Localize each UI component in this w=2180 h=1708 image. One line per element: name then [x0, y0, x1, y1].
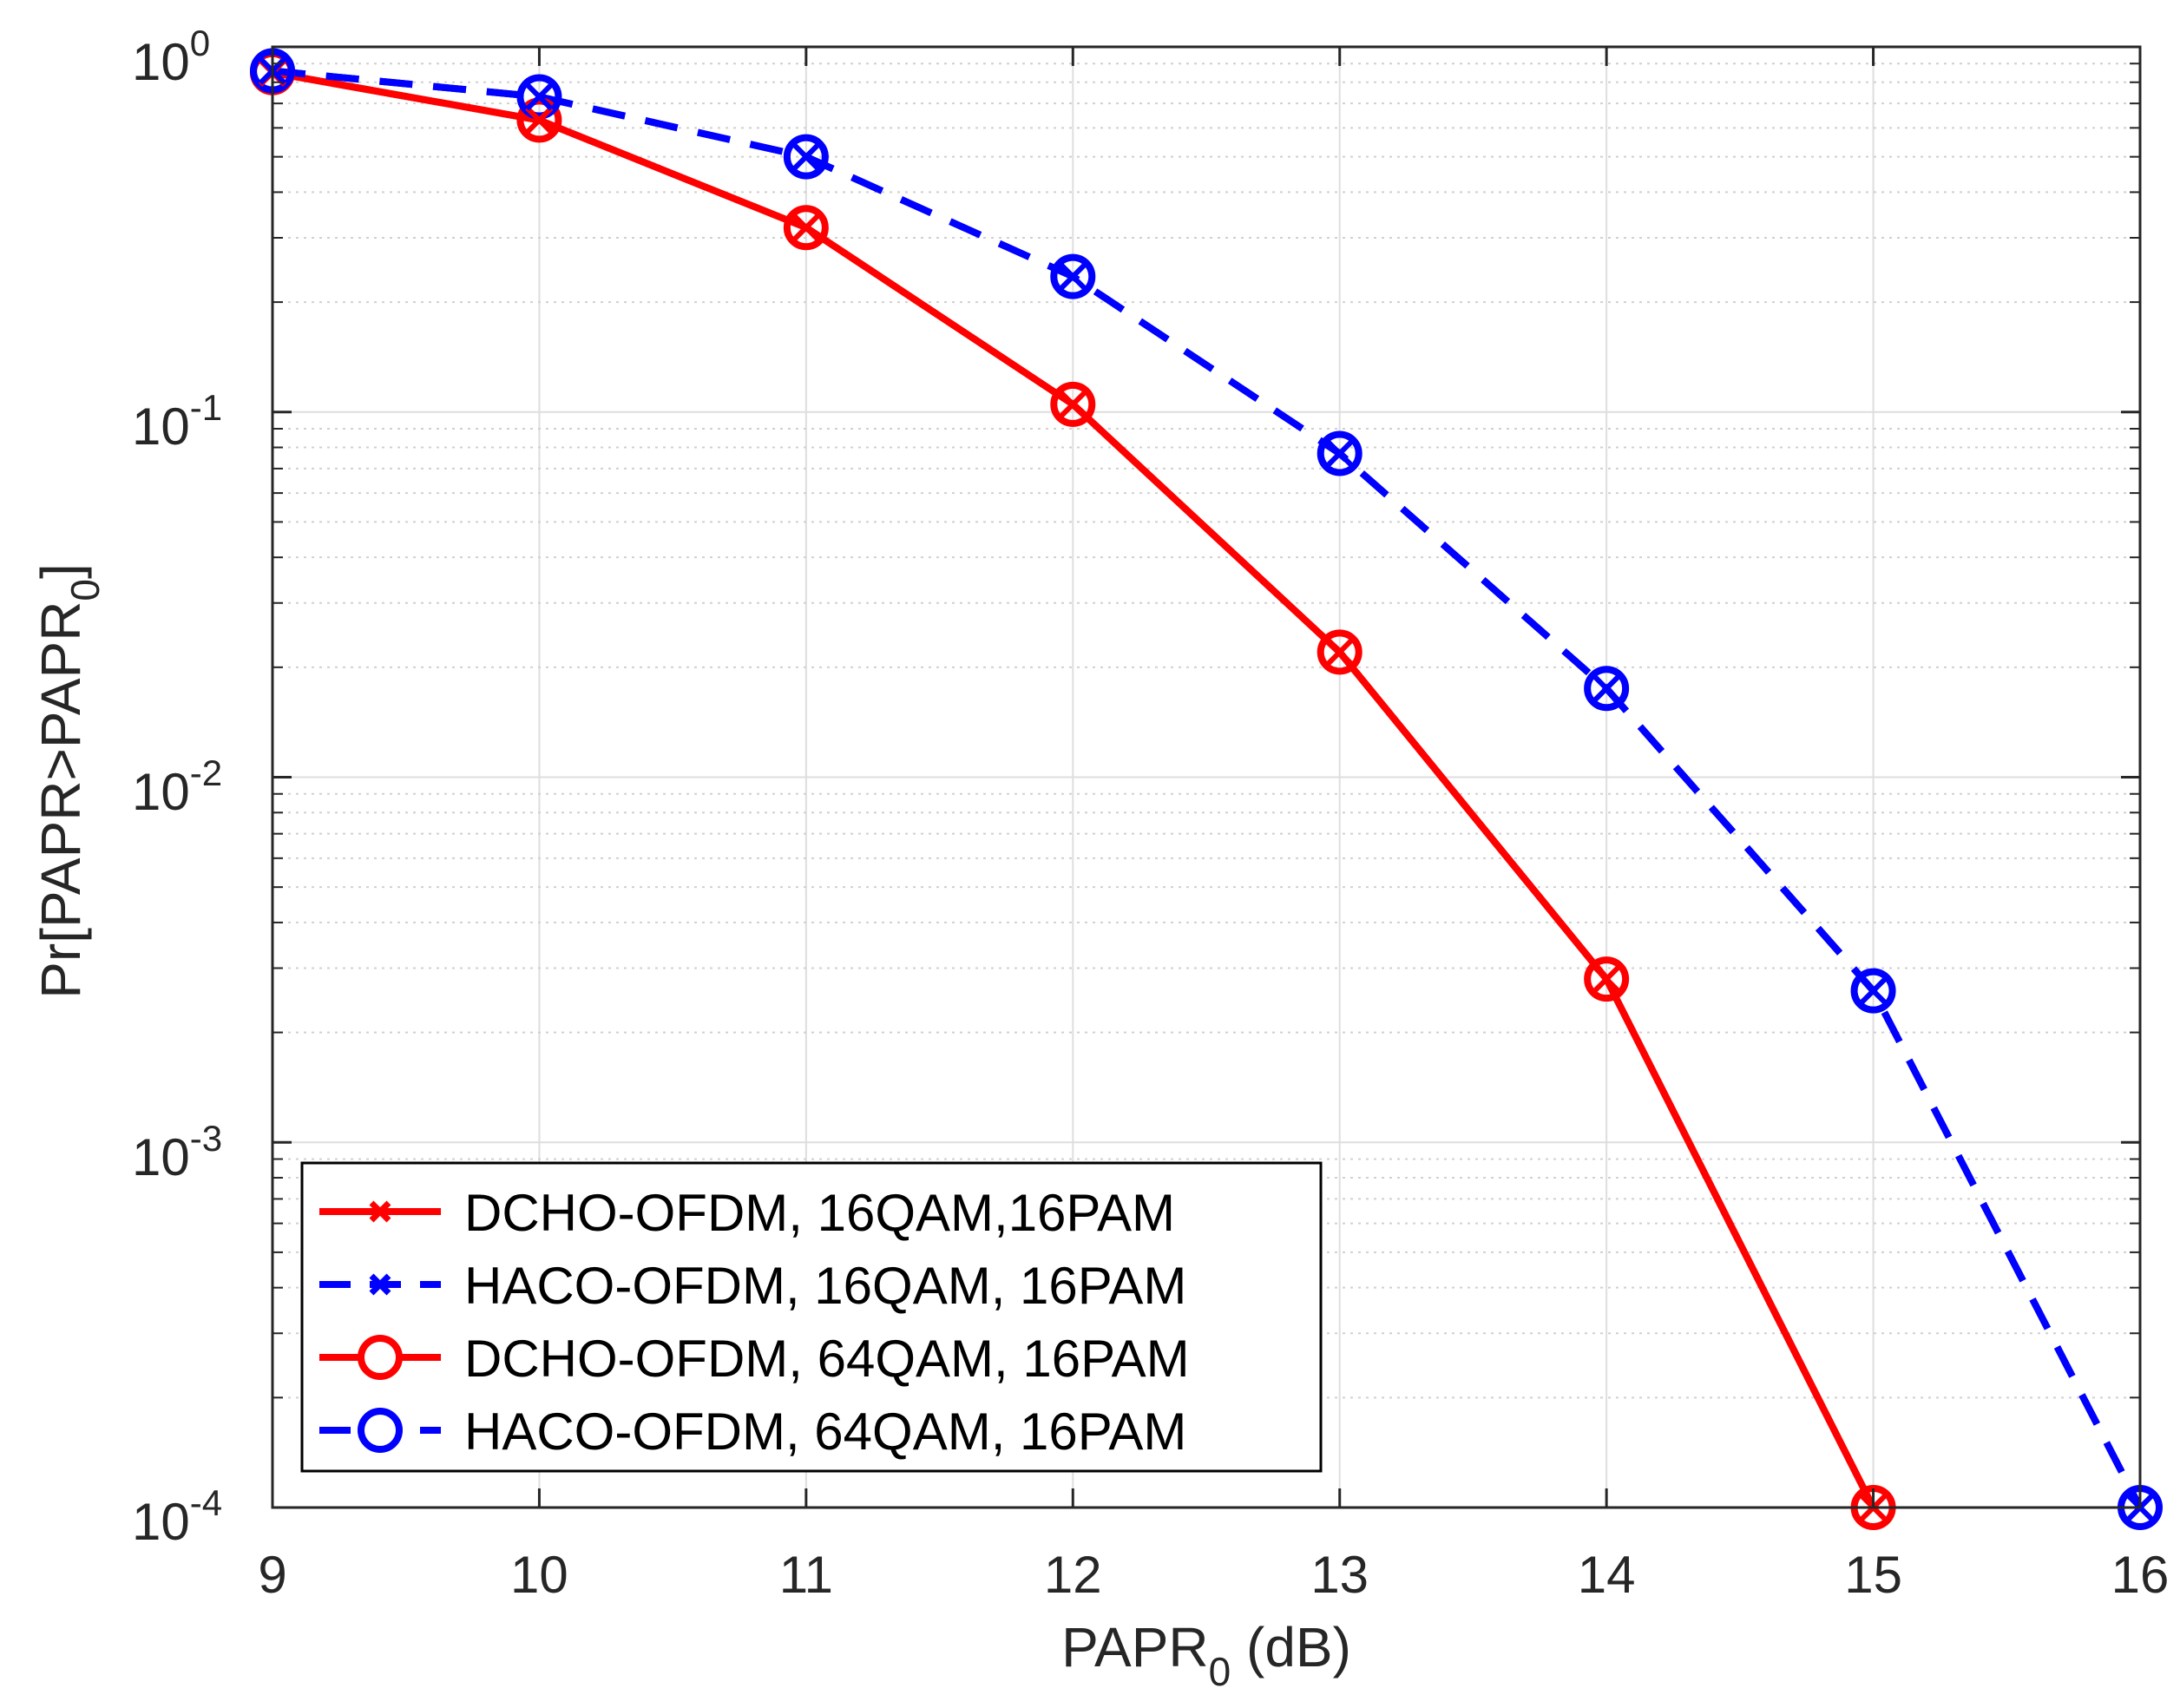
data-point-x: [1059, 390, 1087, 418]
x-tick-label: 13: [1310, 1546, 1369, 1604]
data-point-x: [791, 214, 820, 242]
legend-entry: DCHO-OFDM, 16QAM,16PAM: [319, 1184, 1175, 1242]
legend-x-marker: [369, 1200, 391, 1223]
x-axis-label: PAPR0 (dB): [1061, 1616, 1351, 1694]
ticks: [271, 45, 2142, 1509]
x-tick-label: 9: [258, 1546, 286, 1604]
legend-entry: HACO-OFDM, 16QAM, 16PAM: [319, 1257, 1186, 1315]
data-point-circle: [1050, 253, 1096, 299]
data-point-circle: [783, 134, 829, 180]
legend-entry: HACO-OFDM, 64QAM, 16PAM: [319, 1403, 1186, 1461]
y-tick-label: 10-1: [132, 387, 222, 456]
y-axis-label: Pr[PAPR>PAPR0]: [30, 563, 108, 999]
data-point-x: [1592, 964, 1621, 994]
legend: DCHO-OFDM, 16QAM,16PAM HACO-OFDM, 16QAM,…: [300, 1161, 1323, 1473]
data-point-x: [1592, 674, 1621, 703]
legend-label: HACO-OFDM, 64QAM, 16PAM: [464, 1403, 1186, 1461]
series-line: [272, 67, 2144, 1509]
legend-label: DCHO-OFDM, 16QAM,16PAM: [464, 1184, 1175, 1242]
legend-entry: DCHO-OFDM, 64QAM, 16PAM: [319, 1330, 1190, 1388]
data-point-circle: [1050, 381, 1096, 427]
y-tick-labels: 100 10-1 10-2 10-3 10-4: [132, 23, 222, 1551]
x-tick-label: 11: [779, 1546, 833, 1604]
legend-circle-marker: [358, 1408, 403, 1453]
data-point-x: [525, 106, 554, 135]
legend-circle-marker: [358, 1335, 403, 1380]
data-point-x: [1325, 439, 1354, 468]
x-tick-label: 15: [1844, 1546, 1902, 1604]
data-point-circle: [1584, 666, 1630, 712]
grid: [272, 47, 2140, 1508]
data-point-circle: [1850, 968, 1896, 1014]
legend-box: [300, 1161, 1323, 1473]
x-tick-label: 14: [1578, 1546, 1636, 1604]
legend-label: HACO-OFDM, 16QAM, 16PAM: [464, 1257, 1186, 1315]
data-point-circle: [516, 97, 562, 143]
data-point-circle: [1317, 430, 1362, 476]
y-tick-label: 10-3: [132, 1118, 222, 1186]
data-point-circle: [1317, 629, 1362, 675]
data-point-x: [1059, 262, 1087, 291]
y-tick-label: 10-4: [132, 1482, 222, 1551]
x-tick-labels: 9 10 11 12 13 14 15 16: [258, 1546, 2169, 1604]
data-point-circle: [516, 74, 562, 120]
data-point-x: [1859, 976, 1888, 1005]
legend-x-marker: [369, 1273, 391, 1296]
x-tick-label: 10: [510, 1546, 568, 1604]
data-point-x: [791, 142, 820, 171]
y-tick-label: 100: [132, 23, 210, 91]
x-tick-label: 12: [1044, 1546, 1102, 1604]
legend-label: DCHO-OFDM, 64QAM, 16PAM: [464, 1330, 1190, 1388]
data-point-circle: [1584, 956, 1630, 1002]
x-tick-label: 16: [2111, 1546, 2170, 1604]
data-point-x: [525, 82, 554, 111]
data-point-circle: [783, 205, 829, 251]
y-tick-label: 10-2: [132, 752, 222, 821]
data-point-x: [1325, 638, 1354, 667]
